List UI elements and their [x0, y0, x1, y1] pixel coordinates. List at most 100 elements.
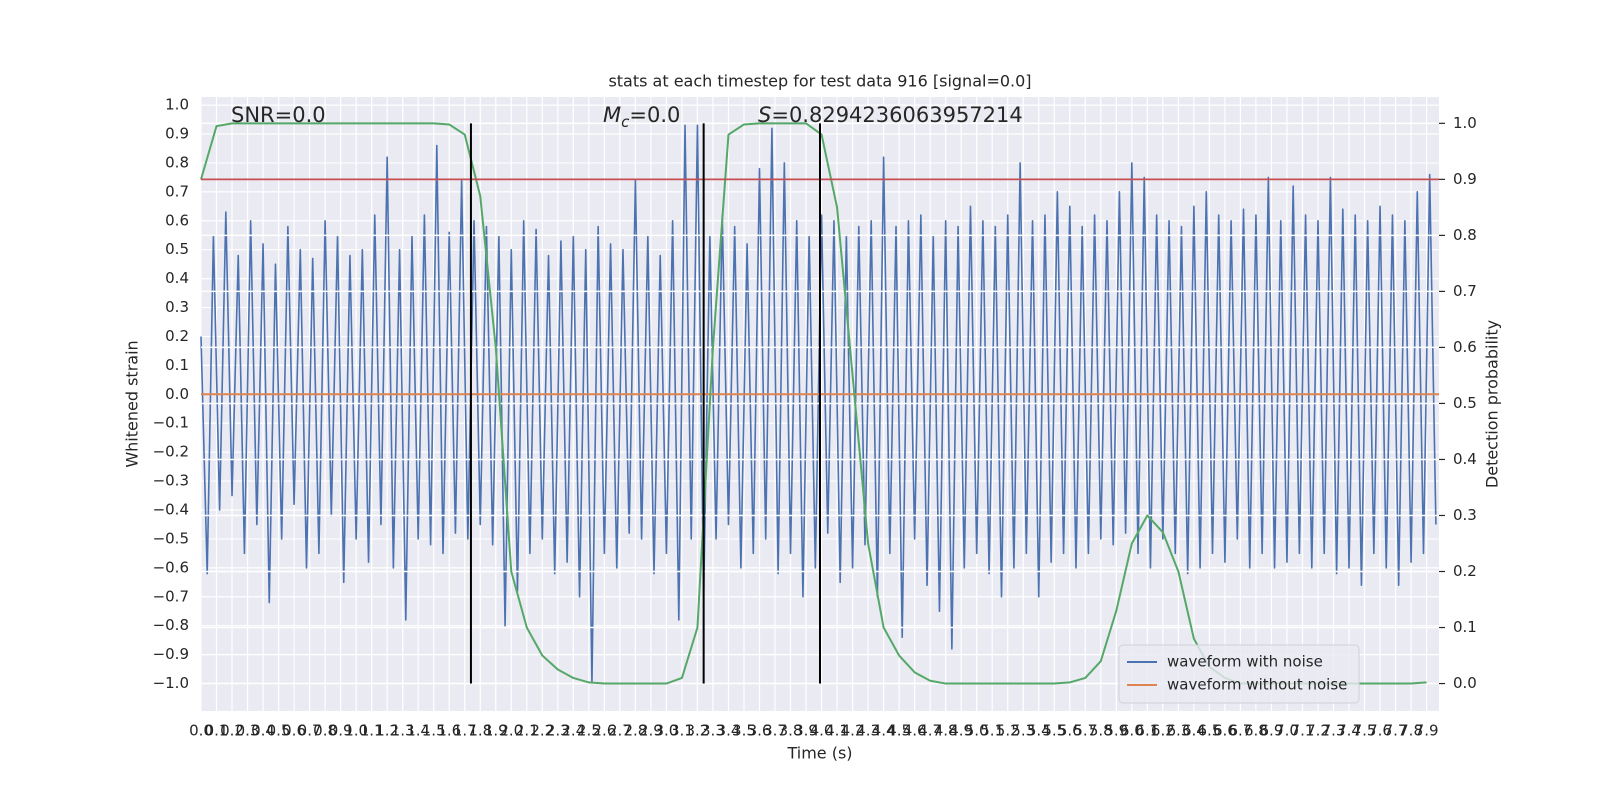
- x-tick-label: 0.1: [205, 722, 229, 740]
- x-tick-label: 1.5: [422, 722, 446, 740]
- x-tick-label: 1.7: [453, 722, 477, 740]
- x-tick-label: 3.7: [763, 722, 787, 740]
- x-tick-label: 4.5: [887, 722, 911, 740]
- x-tick-label: 7.6: [1368, 722, 1392, 740]
- legend-box: [1118, 644, 1360, 704]
- annotation-text: =0.8294236063957214: [771, 103, 1022, 127]
- y-tick-label: −0.2: [153, 443, 189, 461]
- x-tick-label: 3.6: [748, 722, 772, 740]
- x-tick-label: 0.2: [220, 722, 244, 740]
- x-tick-label: 2.0: [499, 722, 523, 740]
- y-tick-label: 1.0: [165, 96, 189, 114]
- x-tick-label: 7.0: [1275, 722, 1299, 740]
- x-tick-label: 0.8: [313, 722, 337, 740]
- annotation-text: =0.0: [629, 103, 680, 127]
- x-tick-label: 2.3: [546, 722, 570, 740]
- y2-tick-label: 0.7: [1453, 282, 1477, 300]
- x-tick-label: 5.6: [1058, 722, 1082, 740]
- x-tick-label: 2.2: [530, 722, 554, 740]
- annotation: Mc=0.0: [603, 103, 680, 131]
- x-tick-label: 3.5: [732, 722, 756, 740]
- x-tick-label: 7.4: [1337, 722, 1361, 740]
- x-tick-label: 0.7: [298, 722, 322, 740]
- x-tick-label: 3.9: [794, 722, 818, 740]
- x-tick-label: 6.5: [1197, 722, 1221, 740]
- x-tick-label: 4.0: [810, 722, 834, 740]
- x-tick-label: 2.1: [515, 722, 539, 740]
- x-tick-label: 6.2: [1151, 722, 1175, 740]
- x-tick-label: 6.1: [1135, 722, 1159, 740]
- x-tick-label: 1.1: [360, 722, 384, 740]
- x-tick-label: 7.2: [1306, 722, 1330, 740]
- x-tick-label: 0.0: [189, 722, 213, 740]
- y-axis-label: Whitened strain: [123, 340, 142, 467]
- y-tick-label: −0.1: [153, 414, 189, 432]
- x-tick-label: 5.9: [1104, 722, 1128, 740]
- x-tick-label: 2.6: [592, 722, 616, 740]
- legend-label: waveform without noise: [1167, 676, 1347, 694]
- x-tick-label: 1.6: [437, 722, 461, 740]
- y-tick-label: 0.8: [165, 153, 189, 171]
- x-tick-label: 7.7: [1384, 722, 1408, 740]
- annotation-symbol: M: [603, 103, 621, 127]
- y-tick-label: 0.2: [165, 327, 189, 345]
- x-tick-label: 6.8: [1244, 722, 1268, 740]
- chart-title: stats at each timestep for test data 916…: [608, 72, 1031, 91]
- y-tick-label: −0.7: [153, 587, 189, 605]
- series-line: [200, 124, 1437, 685]
- x-tick-label: 1.0: [344, 722, 368, 740]
- x-tick-label: 1.8: [468, 722, 492, 740]
- x-tick-label: 4.6: [903, 722, 927, 740]
- y2-tick-label: 0.8: [1453, 226, 1477, 244]
- x-tick-label: 6.0: [1120, 722, 1144, 740]
- x-tick-label: 4.8: [934, 722, 958, 740]
- x-tick-label: 3.1: [670, 722, 694, 740]
- x-tick-label: 3.8: [779, 722, 803, 740]
- x-tick-label: 2.4: [561, 722, 585, 740]
- x-tick-label: 5.8: [1089, 722, 1113, 740]
- annotation-text: SNR=0.0: [231, 103, 326, 127]
- y-tick-label: −0.5: [153, 529, 189, 547]
- y-tick-label: 0.7: [165, 182, 189, 200]
- x-tick-label: 5.0: [965, 722, 989, 740]
- y2-tick-label: 1.0: [1453, 114, 1477, 132]
- y2-tick-label: 0.2: [1453, 562, 1477, 580]
- x-tick-label: 5.2: [996, 722, 1020, 740]
- x-tick-label: 3.2: [686, 722, 710, 740]
- x-tick-label: 4.9: [949, 722, 973, 740]
- x-tick-label: 0.6: [282, 722, 306, 740]
- y-tick-label: 0.3: [165, 298, 189, 316]
- x-tick-label: 6.3: [1166, 722, 1190, 740]
- x-tick-label: 4.1: [825, 722, 849, 740]
- y-tick-label: −1.0: [153, 674, 189, 692]
- x-tick-label: 4.7: [918, 722, 942, 740]
- x-tick-label: 0.9: [329, 722, 353, 740]
- x-tick-label: 4.2: [841, 722, 865, 740]
- annotation: S=0.8294236063957214: [758, 103, 1023, 127]
- x-tick-label: 2.8: [623, 722, 647, 740]
- x-tick-label: 0.5: [267, 722, 291, 740]
- y2-axis-label: Detection probability: [1483, 320, 1502, 488]
- y2-tick-label: 0.9: [1453, 170, 1477, 188]
- y-tick-label: 0.6: [165, 211, 189, 229]
- x-tick-label: 1.3: [391, 722, 415, 740]
- x-tick-label: 2.9: [639, 722, 663, 740]
- x-tick-label: 7.8: [1399, 722, 1423, 740]
- annotation: SNR=0.0: [231, 103, 326, 127]
- x-tick-label: 0.4: [251, 722, 275, 740]
- x-tick-label: 6.6: [1213, 722, 1237, 740]
- x-tick-label: 5.7: [1073, 722, 1097, 740]
- x-tick-label: 6.4: [1182, 722, 1206, 740]
- x-tick-label: 1.2: [375, 722, 399, 740]
- y-tick-label: −0.3: [153, 472, 189, 490]
- x-tick-label: 5.1: [980, 722, 1004, 740]
- y2-tick-label: 0.0: [1453, 674, 1477, 692]
- x-tick-label: 6.7: [1228, 722, 1252, 740]
- x-tick-label: 3.0: [654, 722, 678, 740]
- y-tick-label: −0.9: [153, 645, 189, 663]
- y2-tick-label: 0.5: [1453, 394, 1477, 412]
- x-tick-label: 2.5: [577, 722, 601, 740]
- y2-tick-label: 0.3: [1453, 506, 1477, 524]
- x-tick-label: 3.3: [701, 722, 725, 740]
